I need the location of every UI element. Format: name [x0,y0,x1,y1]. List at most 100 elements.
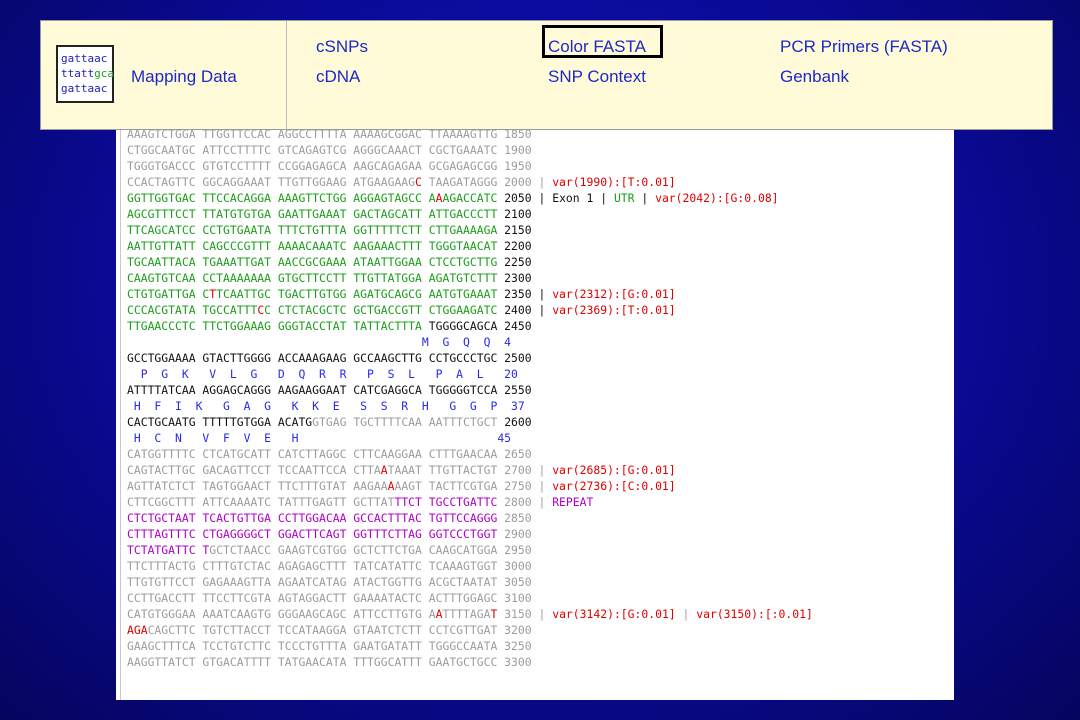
sequence-segment: A [387,479,395,493]
sequence-segment: TTGAACCCTC TTCTGGAAAG GGGTACCTAT TATTACT… [127,319,422,333]
sequence-segment: CAAGTGTCAA CCTAAAAAAA GTGCTTCCTT TTGTTAT… [127,271,498,285]
sequence-segment: CTGGCAATGC ATTCCTTTTC GTCAGAGTCG AGGGCAA… [127,143,532,157]
sequence-segment: var(3150):[:0.01] [696,607,813,621]
csnps-link[interactable]: cSNPs [316,37,368,56]
sequence-segment: CAGTACTTGC GACAGTTCCT TCCAATTCCA CTTA [127,463,381,477]
sequence-line: TTCAGCATCC CCTGTGAATA TTTCTGTTTA GGTTTTT… [127,222,813,238]
sequence-line: CAGTACTTGC GACAGTTCCT TCCAATTCCA CTTAATA… [127,462,813,478]
sequence-segment: C [415,175,422,189]
toolbar: gattaac ttattgca gattaac Mapping Data cS… [40,20,1053,130]
sequence-segment: CTTTAGTTTC CTGAGGGGCT GGACTTCAGT GGTTTCT… [127,527,498,541]
sequence-line: ATTTTATCAA AGGAGCAGGG AAGAAGGAAT CATCGAG… [127,382,813,398]
sequence-line: CTTCGGCTTT ATTCAAAATC TATTTGAGTT GCTTATT… [127,494,813,510]
sequence-segment: P G K V L G D Q R R P S L P A L 20 [127,367,518,381]
sequence-segment: 2400 | [497,303,553,317]
sequence-line: CAAGTGTCAA CCTAAAAAAA GTGCTTCCTT TTGTTAT… [127,270,813,286]
cdna-link[interactable]: cDNA [316,67,361,86]
sequence-line: CACTGCAATG TTTTTGTGGA ACATGGTGAG TGCTTTT… [127,414,813,430]
sequence-segment: AGACCATC [442,191,498,205]
logo-line-2: ttattgca [61,67,114,80]
sequence-segment: CCTTGACCTT TTCCTTCGTA AGTAGGACTT GAAAATA… [127,591,532,605]
sequence-line: GAAGCTTTCA TCCTGTCTTC TCCCTGTTTA GAATGAT… [127,638,813,654]
sequence-line: CTCTGCTAAT TCACTGTTGA CCTTGGACAA GCCACTT… [127,510,813,526]
sequence-line: CTTTAGTTTC CTGAGGGGCT GGACTTCAGT GGTTTCT… [127,526,813,542]
sequence-segment: 2900 [497,527,532,541]
sequence-segment: 3150 | [497,607,553,621]
sequence-segment: CCCACGTATA TGCCATTT [127,303,258,317]
sequence-segment: | [675,607,697,621]
sequence-segment: 2100 [497,207,532,221]
sequence-segment: AGCGTTTCCT TTATGTGTGA GAATTGAAAT GACTAGC… [127,207,498,221]
mapping-data-link[interactable]: Mapping Data [131,67,237,86]
sequence-segment: var(2042):[G:0.08] [655,191,779,205]
sequence-segment: UTR [613,191,635,205]
sequence-segment: 2850 [497,511,532,525]
sequence-segment: CCACTAGTTC GGCAGGAAAT TTGTTGGAAG ATGAAGA… [127,175,416,189]
color-fasta-highlight [542,25,663,58]
sequence-segment: TCAATTGC TGACTTGTGG AGATGCAGCG AATGTGAAA… [216,287,498,301]
sequence-segment: 2150 [497,223,532,237]
logo-line-1: gattaac [61,52,108,65]
sequence-segment: TGGGTGACCC GTGTCCTTTT CCGGAGAGCA AAGCAGA… [127,159,532,173]
sequence-segment: TGCAATTACA TGAAATTGAT AACCGCGAAA ATAATTG… [127,255,498,269]
sequence-segment: 2600 [497,415,532,429]
sequence-segment: CTGTGATTGA C [127,287,210,301]
sequence-segment: TGGGGCAGCA 2450 [421,319,532,333]
sequence-segment: 2350 | [497,287,553,301]
sequence-line: AATTGTTATT CAGCCCGTTT AAAACAAATC AAGAAAC… [127,238,813,254]
sequence-segment: C CTCTACGCTC GCTGACCGTT CTGGAAGATC [264,303,498,317]
color-fasta-link[interactable]: Color FASTA [548,37,646,56]
sequence-segment: var(2369):[T:0.01] [552,303,676,317]
sequence-segment: CACTGCAATG TTTTTGTGGA ACATG [127,415,313,429]
sequence-segment: GAAGCTTTCA TCCTGTCTTC TCCCTGTTTA GAATGAT… [127,639,532,653]
sequence-segment: CATGTGGGAA AAATCAAGTG GGGAAGCAGC ATTCCTT… [127,607,436,621]
sequence-segment: M G Q Q 4 [127,335,512,349]
sequence-line: GCCTGGAAAA GTACTTGGGG ACCAAAGAAG GCCAAGC… [127,350,813,366]
sequence-segment: var(2685):[G:0.01] [552,463,676,477]
sequence-panel: AAAGTCTGGA TTGGTTCCAC AGGCCTTTTA AAAAGCG… [116,126,954,700]
sequence-segment: CTTCGGCTTT ATTCAAAATC TATTTGAGTT GCTTAT [127,495,395,509]
sequence-segment: var(1990):[T:0.01] [552,175,676,189]
pcr-primers-fasta-link[interactable]: PCR Primers (FASTA) [780,37,948,56]
sequence-segment: TTCAGCATCC CCTGTGAATA TTTCTGTTTA GGTTTTT… [127,223,498,237]
sequence-segment: TTTTAGA [442,607,491,621]
sequence-segment: H F I K G A G K K E S S R H G G P 37 [127,399,525,413]
sequence-segment: var(2312):[G:0.01] [552,287,676,301]
sequence-segment: TCTATGATTC T [127,543,210,557]
snp-context-link[interactable]: SNP Context [548,67,646,86]
sequence-segment: AGA [127,623,148,637]
sequence-lines: AAAGTCTGGA TTGGTTCCAC AGGCCTTTTA AAAAGCG… [127,126,813,670]
sequence-segment: TAAAT TTGTTACTGT 2700 | [387,463,553,477]
sequence-line: CATGGTTTTC CTCATGCATT CATCTTAGGC CTTCAAG… [127,446,813,462]
sequence-segment: GCCTGGAAAA GTACTTGGGG ACCAAAGAAG GCCAAGC… [127,351,532,365]
sequence-line: GGTTGGTGAC TTCCACAGGA AAAGTTCTGG AGGAGTA… [127,190,813,206]
sequence-line: CCCACGTATA TGCCATTTCC CTCTACGCTC GCTGACC… [127,302,813,318]
sequence-segment: GTGAG TGCTTTTCAA AATTTCTGCT [312,415,498,429]
sequence-line: TGCAATTACA TGAAATTGAT AACCGCGAAA ATAATTG… [127,254,813,270]
sequence-segment: 2300 [497,271,532,285]
sequence-segment: 2200 [497,239,532,253]
sequence-segment: CTCTGCTAAT TCACTGTTGA CCTTGGACAA GCCACTT… [127,511,498,525]
genbank-link[interactable]: Genbank [780,67,849,86]
sequence-segment: TTGTGTTCCT GAGAAAGTTA AGAATCATAG ATACTGG… [127,575,532,589]
sequence-segment: T [490,607,498,621]
sequence-line: H F I K G A G K K E S S R H G G P 37 [127,398,813,414]
sequence-segment: A [435,607,443,621]
sequence-line: CTGGCAATGC ATTCCTTTTC GTCAGAGTCG AGGGCAA… [127,142,813,158]
sequence-line: H C N V F V E H 45 [127,430,813,446]
sequence-segment: T [209,287,217,301]
sequence-line: CCACTAGTTC GGCAGGAAAT TTGTTGGAAG ATGAAGA… [127,174,813,190]
sequence-segment: ATTTTATCAA AGGAGCAGGG AAGAAGGAAT CATCGAG… [127,383,532,397]
sequence-segment: A [380,463,388,477]
sequence-segment: 2250 [497,255,532,269]
sequence-segment: A [435,191,443,205]
sequence-segment: CAGCTTC TGTCTTACCT TCCATAAGGA GTAATCTCTT… [147,623,532,637]
sequence-line: TTGAACCCTC TTCTGGAAAG GGGTACCTAT TATTACT… [127,318,813,334]
sequence-line: AGCGTTTCCT TTATGTGTGA GAATTGAAAT GACTAGC… [127,206,813,222]
sequence-line: TCTATGATTC TGCTCTAACC GAAGTCGTGG GCTCTTC… [127,542,813,558]
sequence-segment: var(2736):[C:0.01] [552,479,676,493]
sequence-line: CTGTGATTGA CTTCAATTGC TGACTTGTGG AGATGCA… [127,286,813,302]
logo-line-3: gattaac [61,82,108,95]
sequence-segment: TTCT TGCCTGATTC [394,495,498,509]
sequence-segment: 2050 | Exon 1 | [497,191,614,205]
